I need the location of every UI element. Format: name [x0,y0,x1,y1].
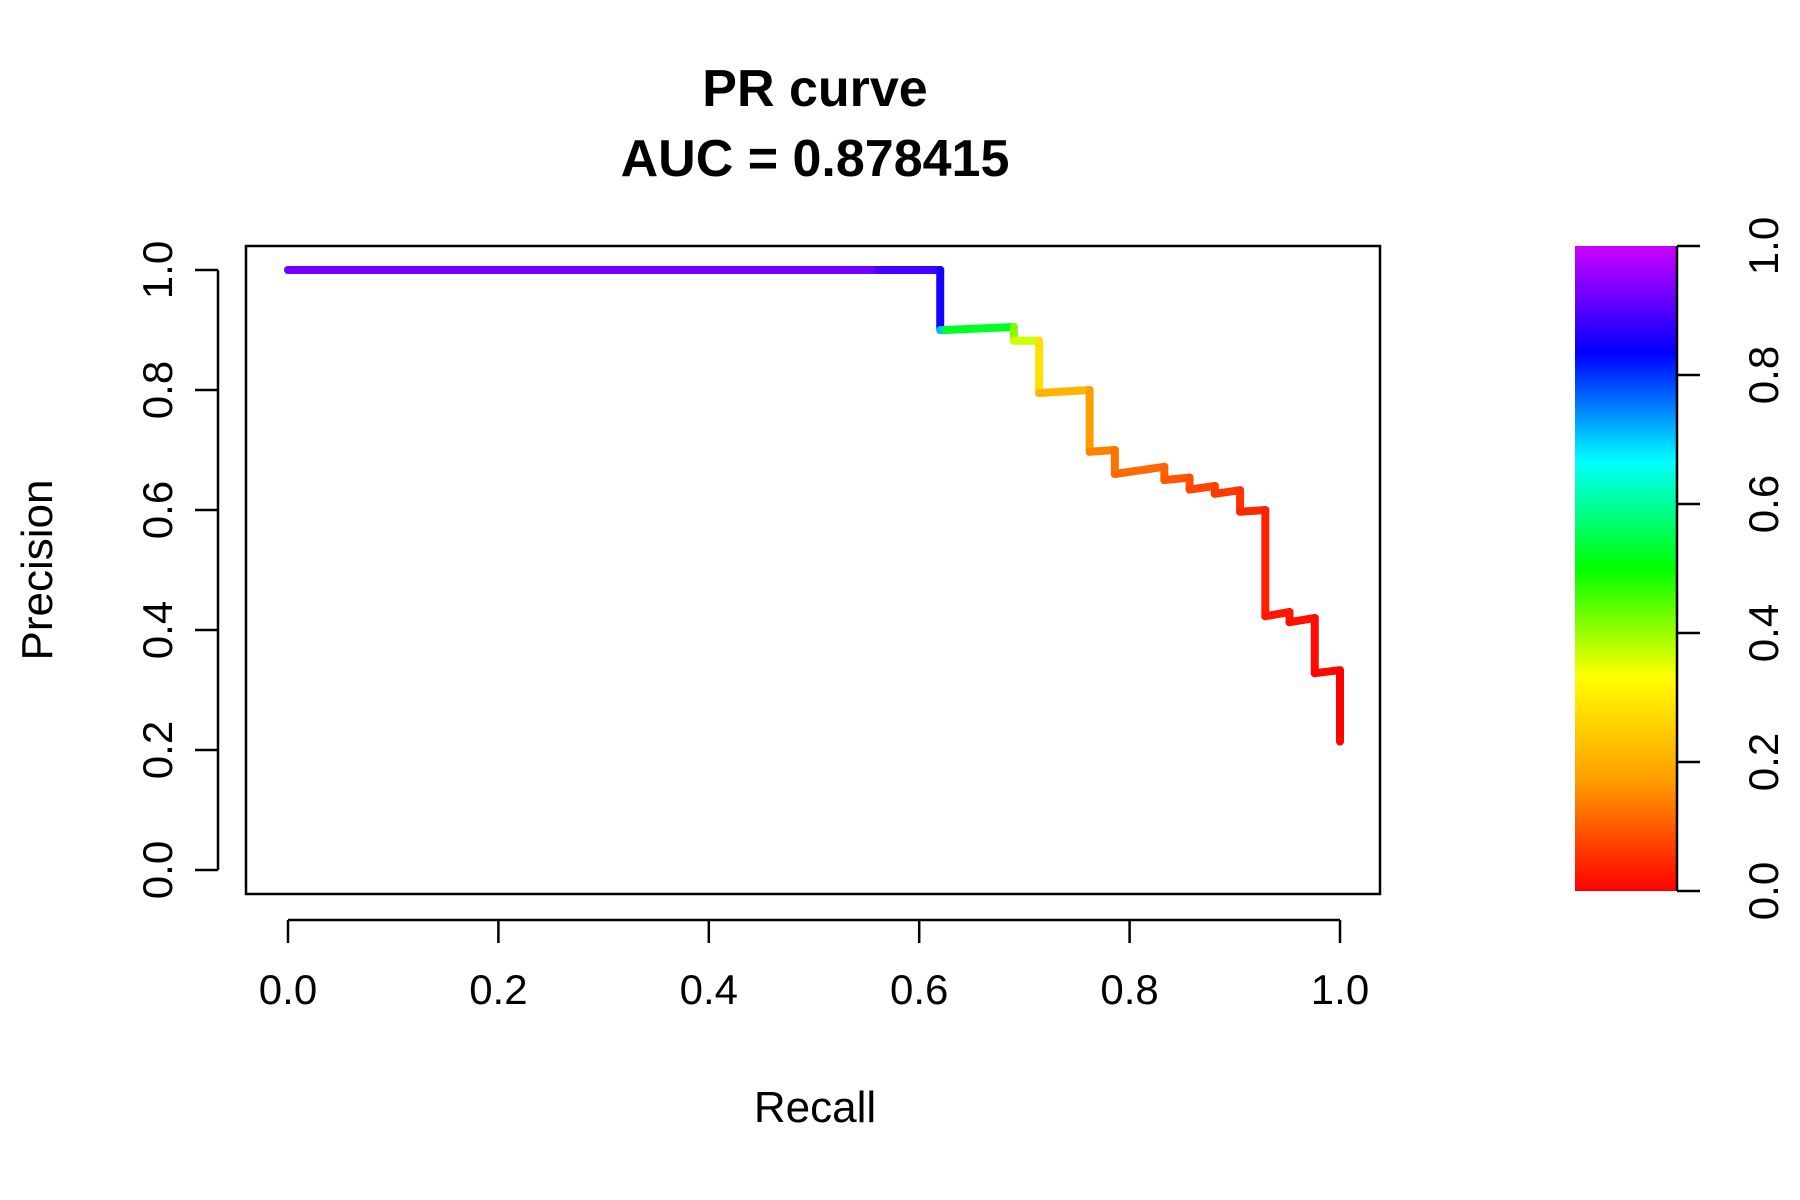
curve-segment [1236,506,1270,516]
chart-subtitle: AUC = 0.878415 [621,130,1010,188]
x-axis-label: Recall [754,1083,876,1132]
curve-segment [941,323,1018,334]
y-axis-label: Precision [13,480,62,661]
colorbar-tick-label: 0.4 [1740,604,1787,662]
colorbar [1575,246,1677,891]
plot-area-frame [244,244,1382,896]
y-tick-label: 0.6 [134,481,181,539]
curve-segment [1310,666,1344,678]
curve-segment [1160,473,1194,484]
chart-title: PR curve [702,60,927,118]
colorbar-tick-label: 0.6 [1740,475,1787,533]
curve-segment [1261,608,1294,621]
x-tick-label: 0.4 [680,966,738,1013]
curve-segment [1210,486,1245,498]
y-tick-label: 0.0 [134,841,181,899]
x-tick-label: 0.0 [259,966,317,1013]
colorbar-axis: 0.0 0.2 0.4 0.6 0.8 1.0 [1675,217,1787,920]
colorbar-tick-label: 0.0 [1740,862,1787,920]
x-tick-label: 1.0 [1311,966,1369,1013]
curve-segment [1110,462,1169,478]
curve-segment [1085,446,1119,456]
x-tick-label: 0.2 [469,966,527,1013]
colorbar-tick-label: 0.8 [1740,346,1787,404]
pr-curve-series [284,266,1344,746]
y-tick-label: 1.0 [134,241,181,299]
colorbar-tick-label: 1.0 [1740,217,1787,275]
x-tick-label: 0.6 [890,966,948,1013]
curve-segment [1035,386,1094,397]
y-tick-label: 0.2 [134,721,181,779]
colorbar-tick-label: 0.2 [1740,733,1787,791]
y-tick-label: 0.8 [134,361,181,419]
y-tick-label: 0.4 [134,601,181,659]
curve-segment [1285,614,1319,627]
x-tick-label: 0.8 [1100,966,1158,1013]
y-axis: 0.0 0.2 0.4 0.6 0.8 1.0 [134,241,220,899]
curve-segment [1185,482,1219,494]
x-axis: 0.0 0.2 0.4 0.6 0.8 1.0 [259,918,1369,1013]
